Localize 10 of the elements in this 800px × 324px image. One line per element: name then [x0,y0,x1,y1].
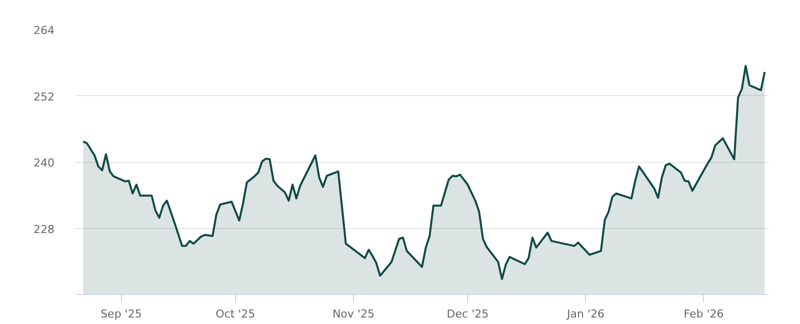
x-tick-label: Dec '25 [446,308,489,320]
y-tick-label: 264 [34,24,55,37]
x-tick-label: Sep '25 [100,308,142,320]
y-tick-label: 228 [34,222,55,236]
x-tick-label: Nov '25 [332,308,374,320]
x-tick-label: Feb '26 [684,308,724,320]
x-tick-label: Jan '26 [566,308,604,320]
y-tick-label: 252 [34,90,55,104]
y-tick-label: 240 [34,156,55,170]
x-tick-label: Oct '25 [216,308,256,320]
